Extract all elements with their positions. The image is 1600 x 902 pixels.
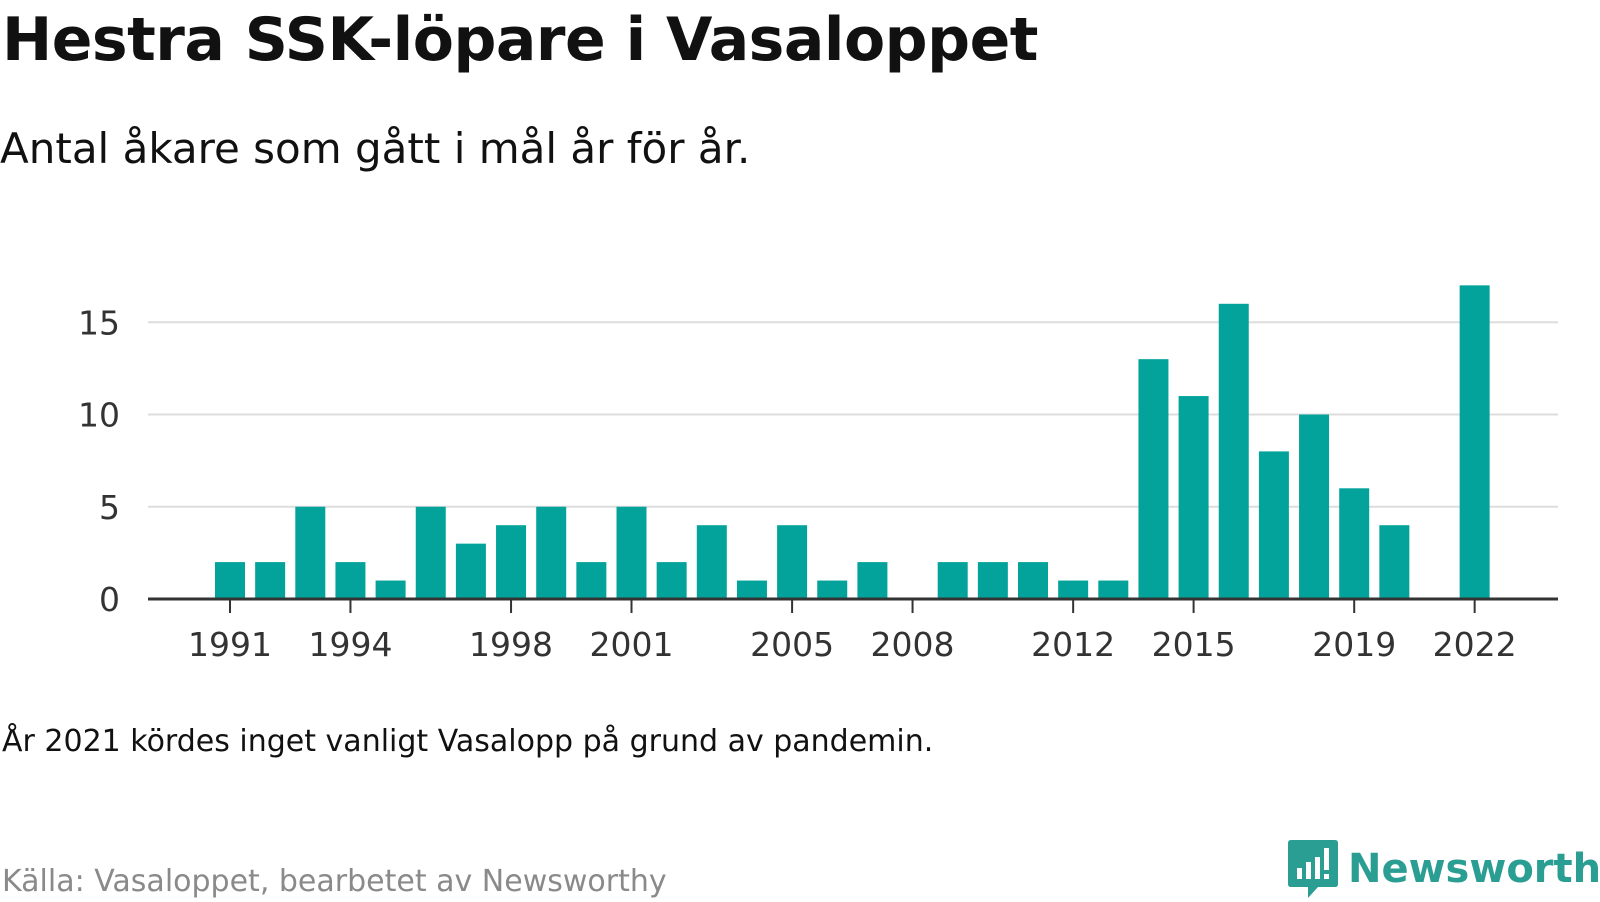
source-text: Källa: Vasaloppet, bearbetet av Newswort… [2,864,667,899]
brand-name: Newsworthy [1348,846,1600,892]
x-tick-label: 2022 [1433,625,1517,664]
bar [536,506,567,599]
bar [656,562,687,599]
bar [777,525,808,599]
bar [1178,396,1209,599]
bar [455,543,486,599]
logo-dot [1324,874,1329,879]
y-tick-label: 0 [99,580,120,619]
x-tick-label: 1991 [188,625,272,664]
bar [1098,580,1129,599]
y-tick-label: 10 [78,396,120,435]
x-tick-label: 2001 [590,625,674,664]
bar [295,506,326,599]
bar [1459,285,1490,599]
bar [255,562,286,599]
logo-bar-1 [1297,868,1302,879]
x-axis [148,597,1558,613]
chart-title: Hestra SSK-löpare i Vasaloppet [2,5,1038,75]
chart-note: År 2021 kördes inget vanligt Vasalopp på… [2,724,934,759]
chart-subtitle: Antal åkare som gått i mål år för år. [0,124,751,173]
bar-series [215,285,1490,599]
bar [375,580,406,599]
y-gridlines [148,321,1558,508]
logo-badge [1288,840,1338,898]
logo-bar-2 [1306,862,1311,879]
x-tick-label: 2008 [871,625,955,664]
bar [1258,451,1289,599]
bar [1379,525,1410,599]
x-tick-label: 1994 [308,625,392,664]
bar [1018,562,1048,599]
x-tick-label: 2019 [1312,625,1396,664]
bar [696,525,727,599]
bar [496,525,527,599]
bar [616,506,647,599]
y-axis-labels: 0 5 10 15 [78,303,120,619]
bar [215,562,245,599]
logo-bar-3 [1315,857,1320,879]
x-tick-label: 2005 [750,625,834,664]
bar [1299,414,1330,599]
y-tick-label: 15 [78,303,120,342]
logo-bar-4 [1324,848,1329,870]
newsworthy-logo-icon [1288,840,1338,898]
bar [1218,303,1249,599]
brand-logo: Newsworthy [1288,838,1600,900]
bar [937,562,968,599]
bar [817,580,848,599]
bar [857,562,888,599]
bar [335,562,366,599]
x-axis-labels: 1991 1994 1998 2001 2005 2008 2012 2015 2019 2022 [188,625,1517,664]
bar [576,562,607,599]
x-tick-label: 1998 [469,625,553,664]
y-tick-label: 5 [99,488,120,527]
bar [1339,488,1370,599]
bar [977,562,1008,599]
bar [736,580,767,599]
bar [1058,580,1089,599]
x-tick-label: 2015 [1152,625,1236,664]
x-tick-label: 2012 [1031,625,1115,664]
bar [415,506,446,599]
bar [1138,359,1169,599]
